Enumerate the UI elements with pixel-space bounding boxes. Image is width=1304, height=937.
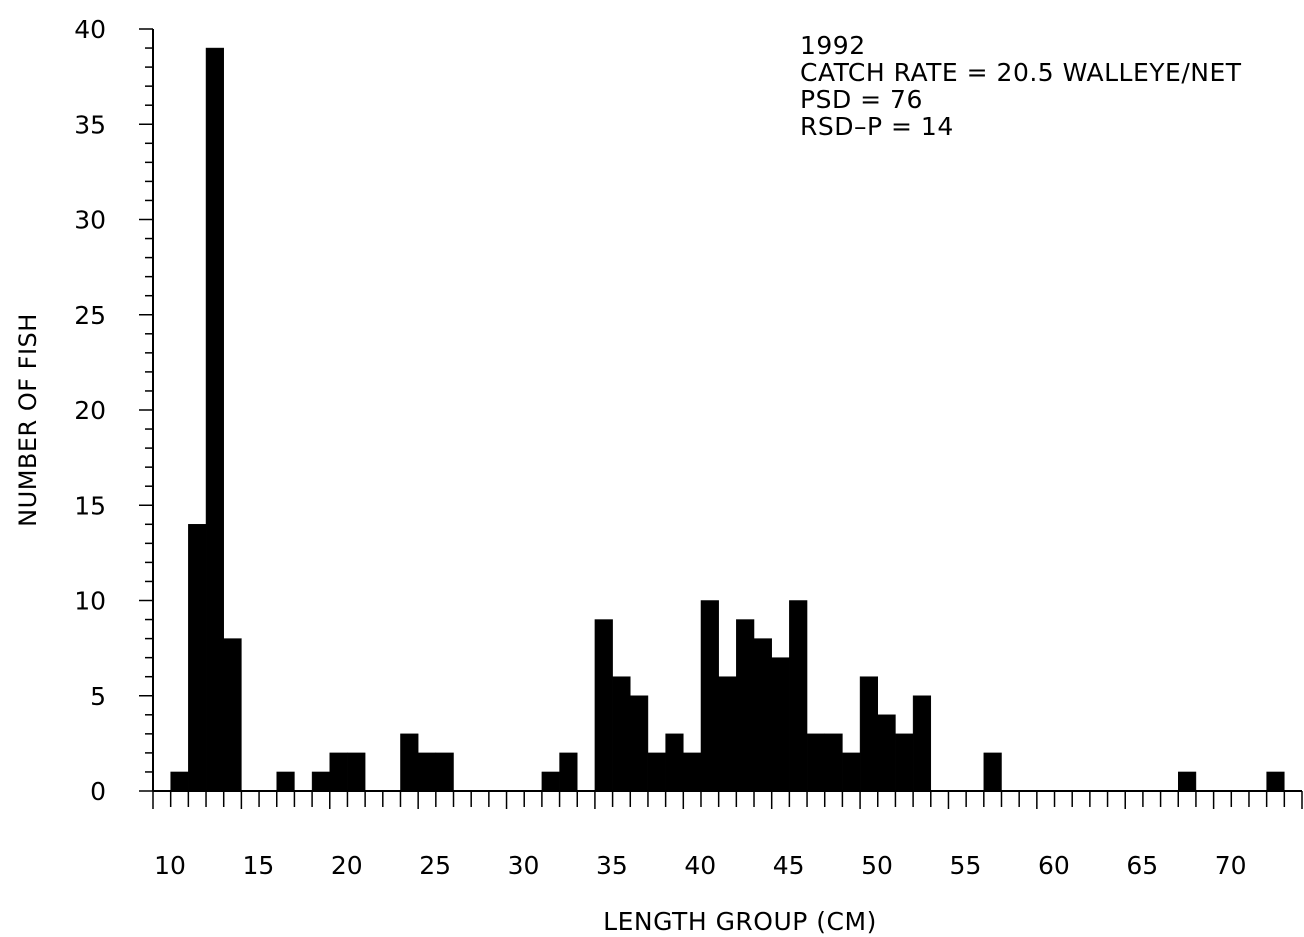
- histogram-bar: [806, 733, 825, 792]
- histogram-bar: [753, 638, 772, 792]
- y-axis-label: NUMBER OF FISH: [14, 313, 42, 527]
- histogram-bar: [276, 771, 295, 792]
- histogram-bar: [824, 733, 843, 792]
- annotation-catch-rate: CATCH RATE = 20.5 WALLEYE/NET: [800, 58, 1242, 87]
- x-tick-label: 70: [1215, 851, 1247, 880]
- histogram-bar: [311, 771, 331, 792]
- y-tick-labels: 0 5 10 15 20 25 30 35 40: [74, 15, 106, 806]
- histogram-bar: [329, 752, 348, 792]
- y-tick-label: 30: [74, 206, 106, 235]
- histogram-bar: [205, 47, 224, 792]
- y-tick-label: 5: [90, 682, 106, 711]
- y-tick-label: 40: [74, 15, 106, 44]
- histogram-bar: [559, 752, 578, 792]
- histogram-bar: [736, 619, 755, 792]
- histogram-bar: [630, 695, 649, 792]
- histogram-bar: [895, 733, 914, 792]
- chart-bars: [170, 47, 1285, 792]
- y-tick-label: 10: [74, 587, 106, 616]
- histogram-bar: [223, 638, 242, 792]
- x-tick-label: 15: [242, 851, 274, 880]
- x-tick-label: 60: [1038, 851, 1070, 880]
- histogram-bar: [1178, 771, 1197, 792]
- y-tick-label: 35: [74, 110, 106, 139]
- histogram-bar: [541, 771, 560, 792]
- histogram-bar: [700, 600, 719, 792]
- x-tick-label: 50: [861, 851, 893, 880]
- histogram-bar: [912, 695, 932, 792]
- y-tick-label: 0: [90, 777, 106, 806]
- histogram-bar: [771, 657, 790, 792]
- histogram-bar: [347, 752, 366, 792]
- histogram-bar: [647, 752, 666, 792]
- histogram-bar: [612, 676, 631, 792]
- x-tick-labels: 1015202530354045505560657075: [154, 851, 1304, 880]
- x-tick-label: 30: [508, 851, 540, 880]
- histogram-bar: [877, 714, 896, 792]
- histogram-bar: [170, 771, 189, 792]
- histogram-bar: [400, 733, 419, 792]
- y-tick-label: 20: [74, 396, 106, 425]
- x-tick-label: 35: [596, 851, 628, 880]
- histogram-bar: [435, 752, 454, 792]
- x-axis-label: LENGTH GROUP (CM): [603, 907, 877, 936]
- histogram-bar: [983, 752, 1002, 792]
- histogram-bar: [683, 752, 702, 792]
- x-tick-label: 10: [154, 851, 186, 880]
- x-tick-label: 65: [1126, 851, 1158, 880]
- y-tick-label: 25: [74, 301, 106, 330]
- histogram-bar: [1266, 771, 1285, 792]
- annotation-rsd-p: RSD–P = 14: [800, 112, 954, 141]
- histogram-bar: [665, 733, 684, 792]
- histogram-bar: [859, 676, 879, 792]
- histogram-bar: [718, 676, 737, 792]
- x-tick-label: 55: [950, 851, 982, 880]
- annotation-year: 1992: [800, 31, 866, 60]
- histogram-bar: [789, 600, 808, 792]
- x-tick-label: 45: [773, 851, 805, 880]
- x-tick-label: 25: [419, 851, 451, 880]
- histogram-bar: [594, 619, 613, 792]
- histogram-bar: [842, 752, 861, 792]
- histogram-bar: [188, 524, 207, 792]
- x-tick-label: 20: [331, 851, 363, 880]
- annotation-psd: PSD = 76: [800, 85, 923, 114]
- y-tick-label: 15: [74, 491, 106, 520]
- x-tick-label: 40: [684, 851, 716, 880]
- histogram-bar: [417, 752, 437, 792]
